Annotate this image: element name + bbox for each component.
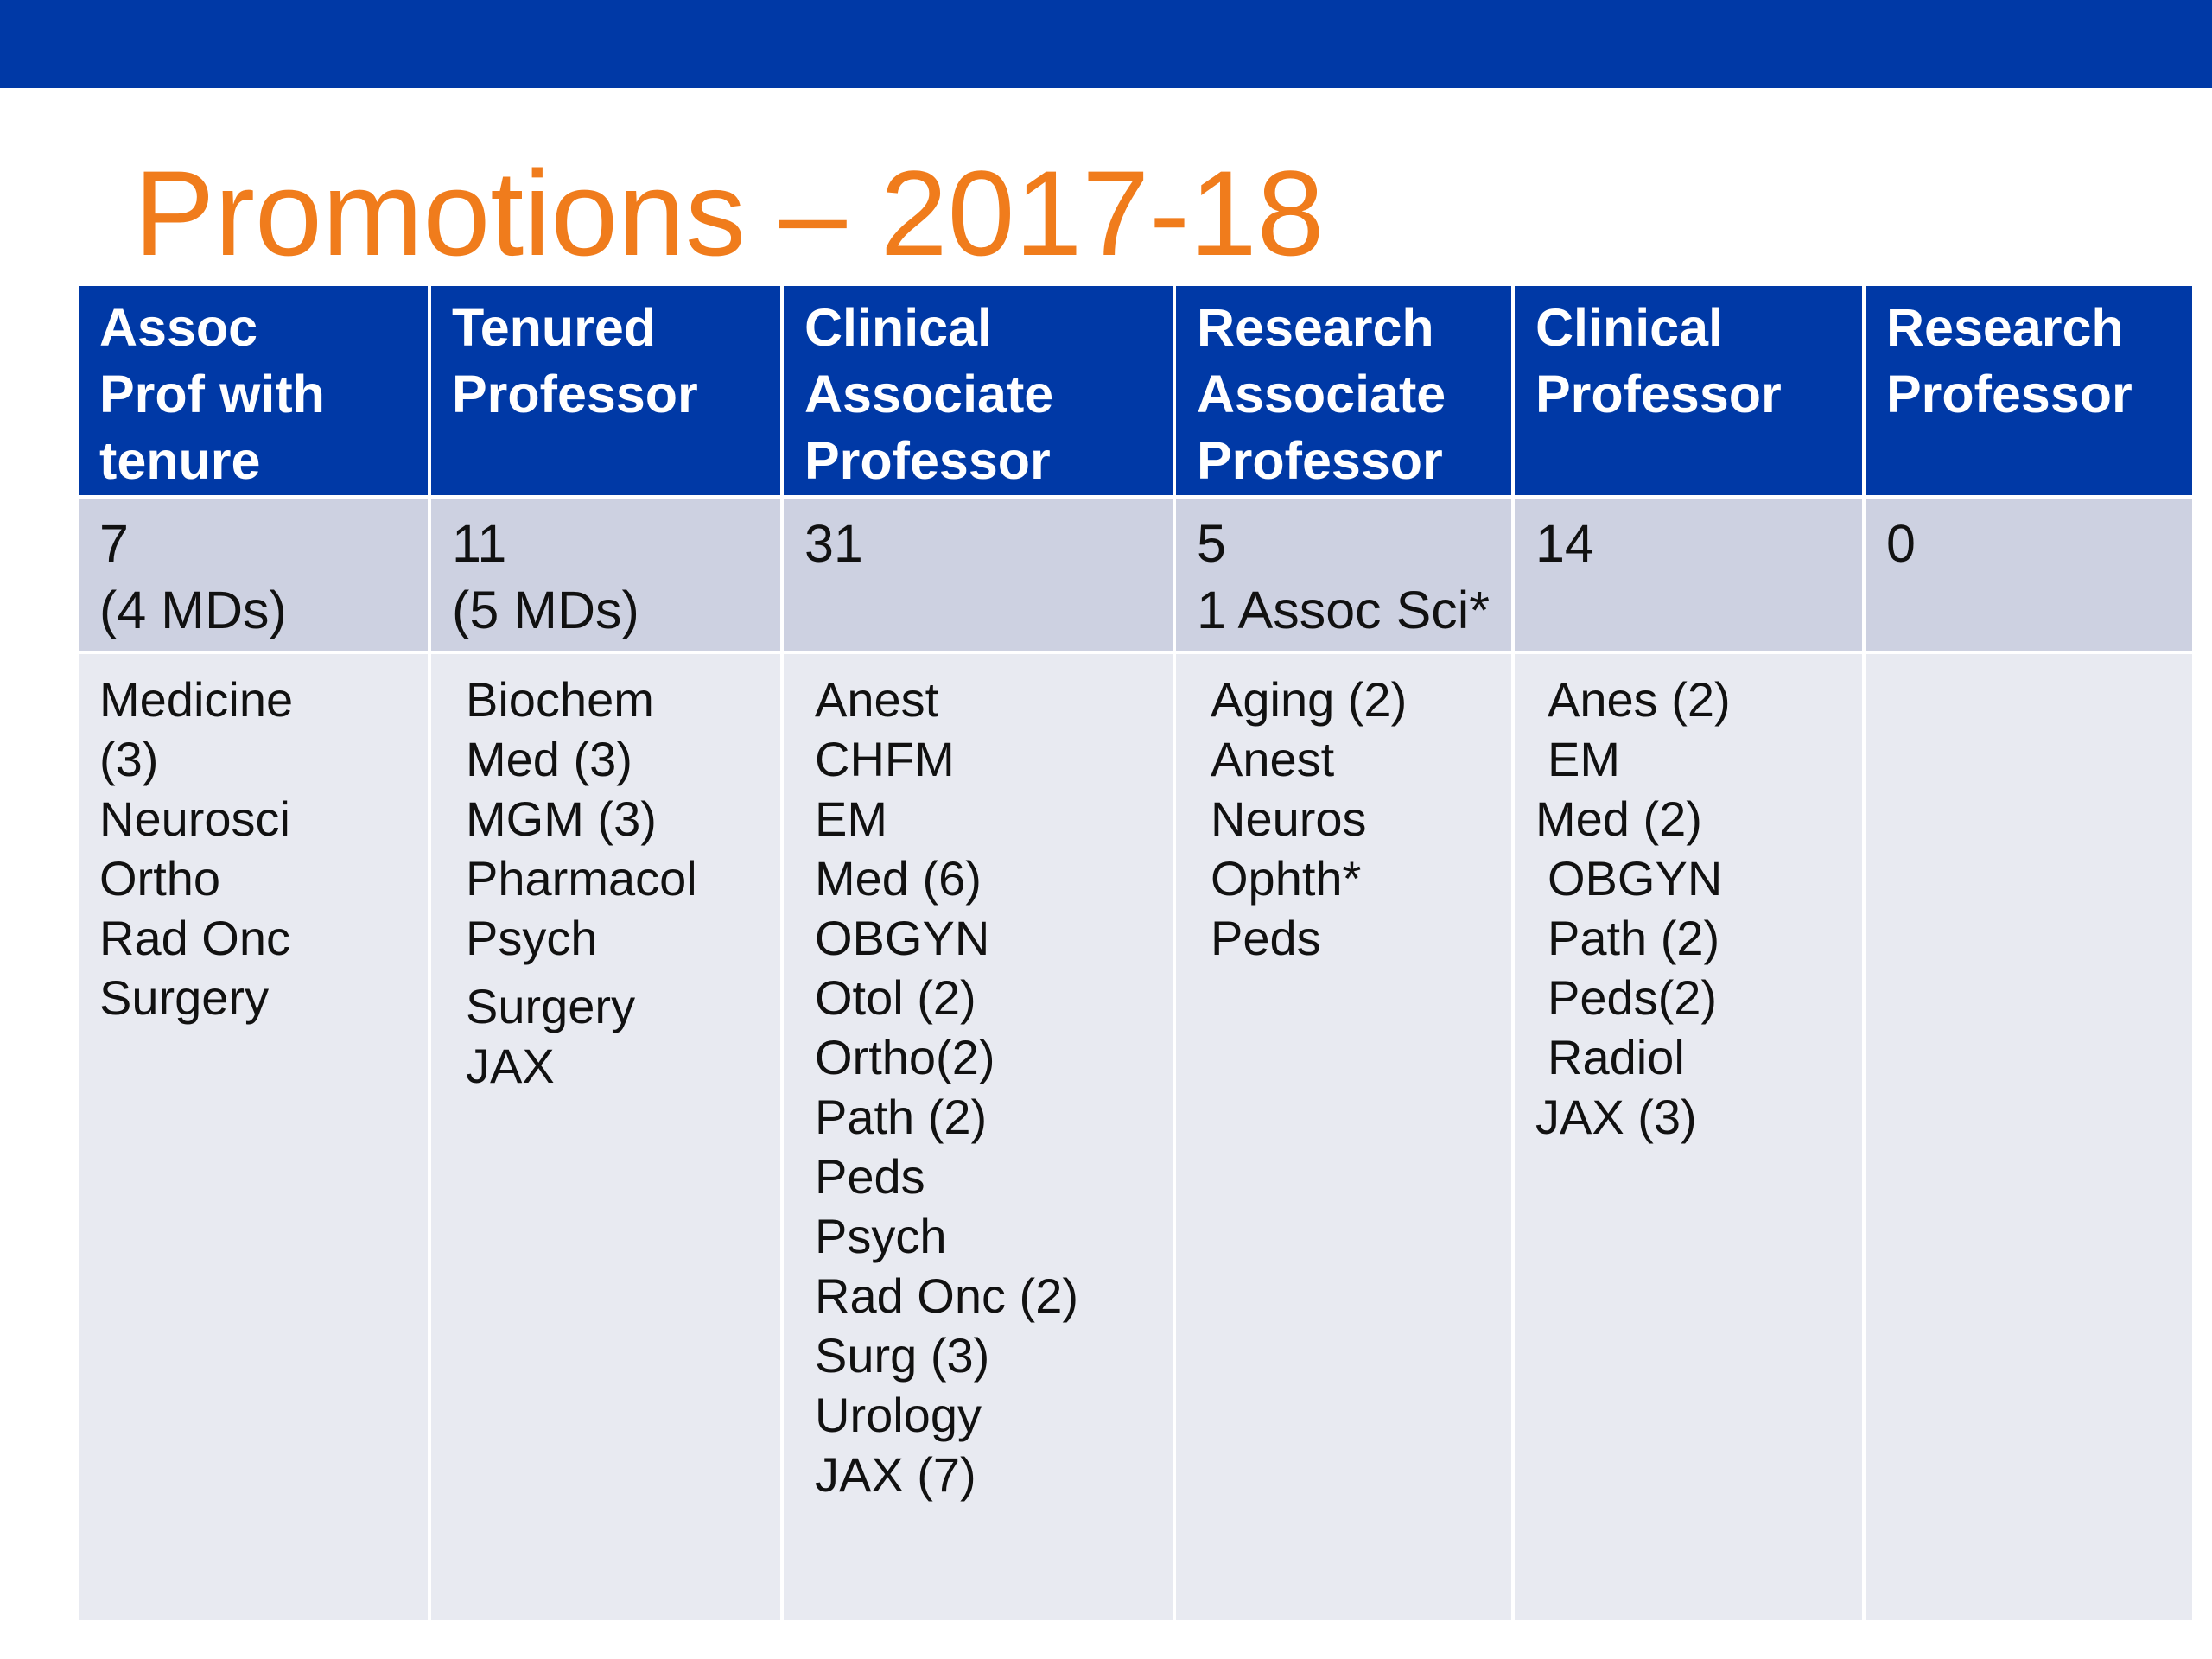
dept-cell: Aging (2) Anest Neuros Ophth* Peds	[1173, 651, 1515, 1624]
count-row: 7 (4 MDs) 11 (5 MDs) 31 5 1 Assoc Sci* 1…	[75, 495, 2196, 654]
dept-item: Ophth*	[1211, 851, 1362, 906]
dept-item: EM	[815, 791, 887, 846]
dept-item: Aging (2)	[1211, 672, 1408, 727]
dept-item: MGM (3)	[466, 791, 657, 846]
header-row: Assoc Prof with tenure Tenured Professor…	[75, 283, 2196, 499]
dept-item: Medicine	[99, 672, 294, 727]
count-cell: 5 1 Assoc Sci*	[1173, 495, 1515, 654]
header-line: Clinical	[804, 298, 992, 357]
header-research-professor: Research Professor	[1862, 283, 2196, 499]
top-banner	[0, 0, 2212, 88]
dept-item: JAX	[466, 1039, 555, 1093]
dept-item: Path (2)	[1548, 911, 1720, 965]
header-line: Professor	[1535, 365, 1782, 423]
header-line: Professor	[452, 365, 698, 423]
dept-item: Ortho	[99, 851, 221, 906]
slide-title: Promotions – 2017-18	[134, 145, 1325, 281]
count-cell: 31	[780, 495, 1176, 654]
dept-item: Surgery	[466, 979, 636, 1033]
dept-item: Anest	[1211, 732, 1335, 786]
header-line: Professor	[1197, 431, 1443, 490]
dept-item: Ortho(2)	[815, 1030, 995, 1084]
header-clinical-professor: Clinical Professor	[1511, 283, 1866, 499]
header-line: tenure	[99, 431, 261, 490]
dept-item: OBGYN	[1548, 851, 1723, 906]
dept-item: Anes (2)	[1548, 672, 1731, 727]
dept-item: Surgery	[99, 970, 270, 1025]
dept-cell: Anest CHFM EM Med (6) OBGYN Otol (2) Ort…	[780, 651, 1176, 1624]
dept-item: OBGYN	[815, 911, 990, 965]
count-value: 31	[804, 514, 863, 573]
dept-cell: Medicine (3) Neurosci Ortho Rad Onc Surg…	[75, 651, 431, 1624]
dept-item: JAX (7)	[815, 1447, 976, 1502]
header-research-associate-professor: Research Associate Professor	[1173, 283, 1515, 499]
dept-item: EM	[1548, 732, 1620, 786]
count-value: 5	[1197, 514, 1226, 573]
header-line: Clinical	[1535, 298, 1723, 357]
dept-item: Anest	[815, 672, 939, 727]
dept-item: Radiol	[1548, 1030, 1685, 1084]
dept-item: Otol (2)	[815, 970, 976, 1025]
dept-item: Med (3)	[466, 732, 632, 786]
header-assoc-prof-tenure: Assoc Prof with tenure	[75, 283, 431, 499]
dept-item: JAX (3)	[1535, 1090, 1697, 1144]
header-line: Prof with	[99, 365, 325, 423]
count-cell: 7 (4 MDs)	[75, 495, 431, 654]
header-line: Professor	[804, 431, 1051, 490]
count-value: 0	[1886, 514, 1916, 573]
count-value: 7	[99, 514, 129, 573]
dept-item: (3)	[99, 732, 159, 786]
header-line: Associate	[1197, 365, 1446, 423]
header-line: Professor	[1886, 365, 2133, 423]
dept-cell-empty	[1862, 651, 2196, 1624]
dept-item: Med (2)	[1535, 791, 1702, 846]
dept-item: Psych	[466, 911, 598, 965]
count-value: 14	[1535, 514, 1594, 573]
dept-item: Peds	[815, 1149, 925, 1204]
dept-item: Psych	[815, 1209, 947, 1263]
count-note: (5 MDs)	[452, 581, 639, 639]
header-line: Research	[1197, 298, 1434, 357]
dept-item: CHFM	[815, 732, 955, 786]
count-note: (4 MDs)	[99, 581, 287, 639]
dept-item: Urology	[815, 1388, 982, 1442]
dept-cell: Biochem Med (3) MGM (3) Pharmacol Psych …	[428, 651, 784, 1624]
count-cell: 14	[1511, 495, 1866, 654]
count-cell: 0	[1862, 495, 2196, 654]
header-line: Research	[1886, 298, 2124, 357]
dept-item: Peds(2)	[1548, 970, 1718, 1025]
promotions-table: Assoc Prof with tenure Tenured Professor…	[75, 283, 2196, 1624]
count-note: 1 Assoc Sci*	[1197, 581, 1491, 639]
header-line: Associate	[804, 365, 1054, 423]
dept-item: Neurosci	[99, 791, 290, 846]
dept-item: Peds	[1211, 911, 1321, 965]
count-cell: 11 (5 MDs)	[428, 495, 784, 654]
department-row: Medicine (3) Neurosci Ortho Rad Onc Surg…	[75, 651, 2196, 1624]
header-line: Tenured	[452, 298, 657, 357]
count-value: 11	[452, 514, 507, 573]
dept-item: Biochem	[466, 672, 654, 727]
dept-item: Med (6)	[815, 851, 982, 906]
header-tenured-professor: Tenured Professor	[428, 283, 784, 499]
header-line: Assoc	[99, 298, 258, 357]
dept-item: Pharmacol	[466, 851, 697, 906]
dept-item: Surg (3)	[815, 1328, 990, 1382]
dept-item: Rad Onc	[99, 911, 290, 965]
header-clinical-associate-professor: Clinical Associate Professor	[780, 283, 1176, 499]
dept-cell: Anes (2) EM Med (2) OBGYN Path (2) Peds(…	[1511, 651, 1866, 1624]
dept-item: Rad Onc (2)	[815, 1268, 1078, 1323]
dept-item: Path (2)	[815, 1090, 988, 1144]
dept-item: Neuros	[1211, 791, 1367, 846]
